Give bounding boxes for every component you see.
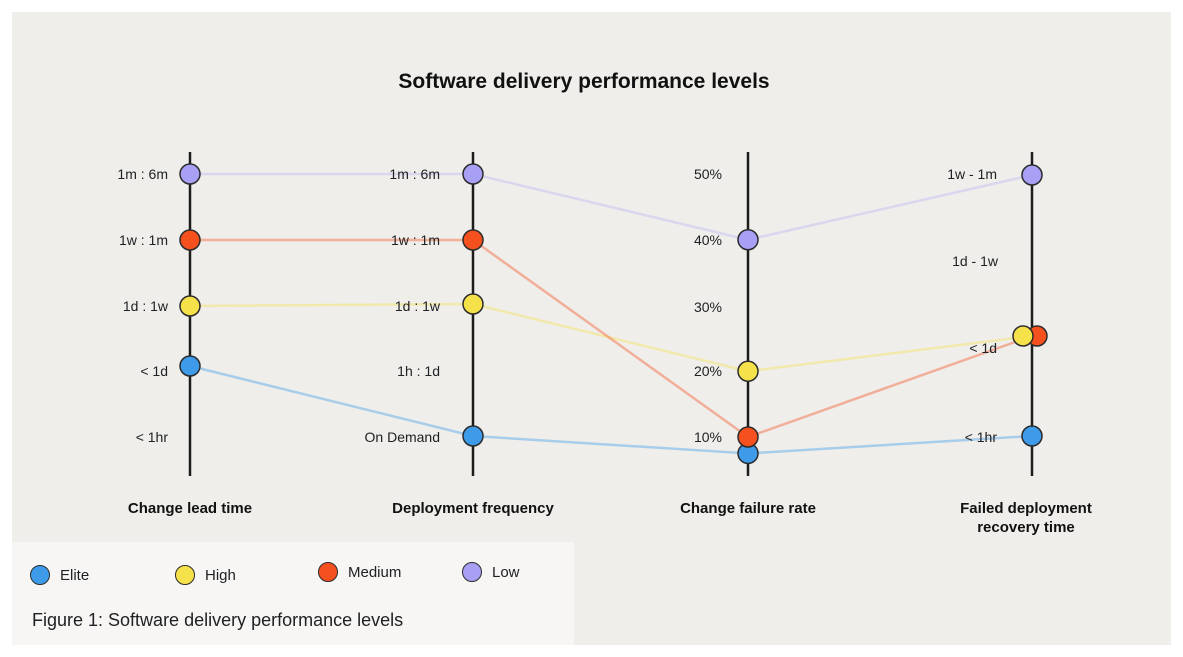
series-line-elite: [189, 364, 1033, 455]
legend-label-low: Low: [492, 563, 520, 581]
data-point-elite: [462, 425, 484, 447]
tick-label: 1w : 1m: [119, 232, 168, 248]
data-point-low: [1021, 164, 1043, 186]
legend-swatch-elite: [30, 565, 50, 585]
figure-caption: Figure 1: Software delivery performance …: [32, 610, 404, 630]
legend-swatch-high: [175, 565, 195, 585]
legend-item-medium: Medium: [318, 560, 401, 584]
data-point-medium: [462, 229, 484, 251]
axis-name: Failed deployment: [960, 500, 1092, 517]
tick-label: 1d : 1w: [123, 298, 169, 314]
axis-name: recovery time: [977, 519, 1075, 536]
data-point-medium: [737, 426, 759, 448]
legend-item-high: High: [175, 563, 236, 587]
data-point-high: [179, 295, 201, 317]
data-point-elite: [179, 355, 201, 377]
legend-item-low: Low: [462, 560, 520, 584]
axis-name: Deployment frequency: [392, 500, 554, 517]
tick-label: 1m : 6m: [389, 166, 440, 182]
tick-label: 10%: [694, 429, 722, 445]
data-point-low: [737, 229, 759, 251]
tick-label: 50%: [694, 166, 722, 182]
axis-name: Change lead time: [128, 500, 252, 517]
series-line-low: [190, 172, 1033, 241]
tick-label: 1d : 1w: [395, 298, 441, 314]
series-line-medium: [190, 238, 1033, 439]
tick-label: < 1hr: [136, 429, 169, 445]
tick-label: 1m : 6m: [117, 166, 168, 182]
legend-swatch-low: [462, 562, 482, 582]
tick-label: 1w : 1m: [391, 232, 440, 248]
data-point-high: [462, 293, 484, 315]
data-point-low: [179, 163, 201, 185]
series-line-high: [189, 302, 1033, 373]
tick-label: 1h : 1d: [397, 363, 440, 379]
chart-title: Software delivery performance levels: [398, 70, 769, 93]
chart-panel: [12, 12, 1171, 645]
axis-name: Change failure rate: [680, 500, 816, 517]
legend-label-medium: Medium: [348, 563, 402, 581]
tick-label: 30%: [694, 299, 722, 315]
legend-swatch-medium: [318, 562, 338, 582]
legend-label-high: High: [205, 566, 236, 584]
data-point-low: [462, 163, 484, 185]
data-point-elite: [1021, 425, 1043, 447]
data-point-high: [1012, 325, 1034, 347]
data-point-medium: [179, 229, 201, 251]
tick-label: 20%: [694, 363, 722, 379]
tick-label: On Demand: [365, 429, 440, 445]
tick-label: < 1d: [969, 340, 997, 356]
tick-label: < 1hr: [965, 429, 998, 445]
legend-label-elite: Elite: [60, 566, 90, 584]
tick-label: 1d - 1w: [952, 253, 999, 269]
legend-item-elite: Elite: [30, 563, 89, 587]
tick-label: < 1d: [140, 363, 168, 379]
tick-label: 40%: [694, 232, 722, 248]
tick-label: 1w - 1m: [947, 166, 997, 182]
legend-panel: [12, 542, 574, 645]
data-point-high: [737, 360, 759, 382]
